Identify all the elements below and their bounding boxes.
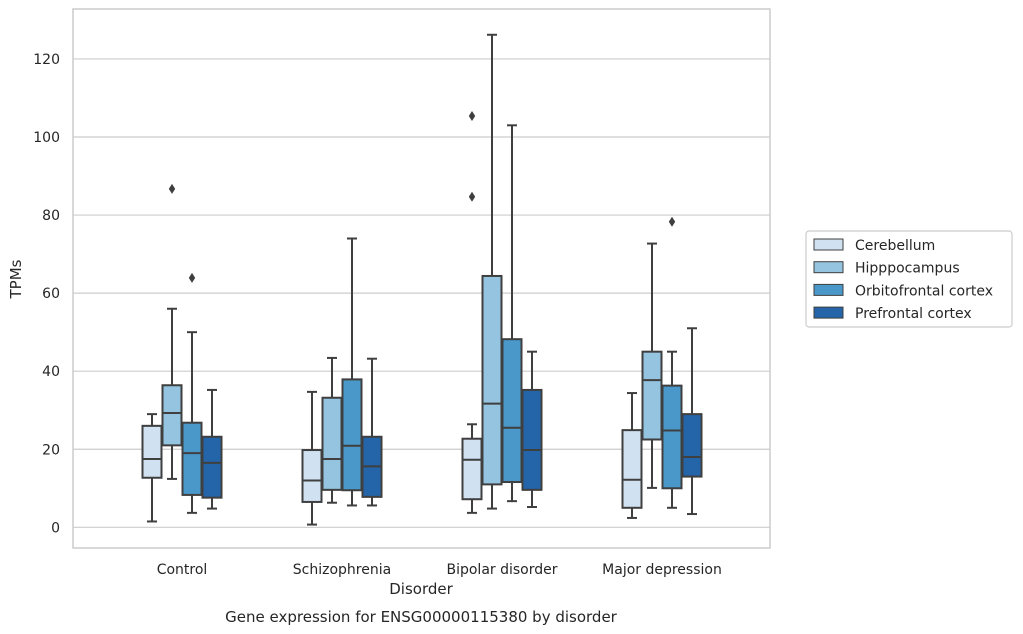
y-tick-label: 100	[33, 130, 60, 146]
y-tick-label: 120	[33, 52, 60, 68]
box-0-1	[161, 183, 183, 480]
box-body	[181, 421, 203, 496]
outlier-point	[468, 191, 476, 202]
box-2-2	[501, 124, 523, 503]
legend-label: Orbitofrontal cortex	[855, 283, 993, 299]
box-body	[161, 384, 183, 447]
box-2-0	[461, 110, 483, 514]
box-3-1	[641, 242, 663, 489]
box-0-3	[201, 388, 223, 510]
box-body	[521, 388, 543, 491]
legend-frame	[805, 230, 1013, 328]
box-1-0	[301, 390, 323, 526]
box-body	[341, 378, 363, 492]
box-3-2	[661, 216, 683, 509]
legend-label: Prefrontal cortex	[855, 306, 972, 322]
legend-label: Hipppocampus	[855, 261, 960, 277]
x-tick-label: Major depression	[602, 562, 722, 578]
box-0-0	[141, 413, 163, 523]
outlier-point	[168, 183, 176, 194]
box-body	[661, 384, 683, 490]
box-body	[141, 424, 163, 479]
box-body	[321, 396, 343, 491]
box-body	[501, 338, 523, 484]
plot-frame	[72, 8, 771, 549]
box-2-1	[481, 33, 503, 510]
outlier-point	[188, 272, 196, 283]
plot-area	[141, 33, 703, 526]
box-1-2	[341, 237, 363, 507]
box-body	[481, 274, 503, 486]
legend-label: Cerebellum	[855, 238, 935, 254]
x-tick-label: Schizophrenia	[293, 562, 391, 578]
box-1-3	[361, 357, 383, 507]
y-tick-label: 0	[51, 520, 60, 536]
y-tick-label: 40	[42, 364, 60, 380]
box-3-3	[681, 327, 703, 516]
x-tick-label: Bipolar disorder	[446, 562, 557, 578]
chart-caption: Gene expression for ENSG00000115380 by d…	[225, 608, 618, 626]
outlier-point	[668, 216, 676, 227]
y-tick-label: 60	[42, 286, 60, 302]
box-body	[621, 429, 643, 509]
box-body	[681, 413, 703, 478]
box-1-1	[321, 356, 343, 504]
legend-swatch	[813, 238, 844, 251]
box-3-0	[621, 392, 643, 519]
box-body	[201, 435, 223, 499]
box-body	[301, 449, 323, 503]
outlier-point	[468, 110, 476, 121]
y-axis-label: TPMs	[7, 259, 25, 299]
legend-swatch	[813, 261, 844, 274]
y-tick-label: 80	[42, 208, 60, 224]
axes: 0 20 40 60 80 100 120 Control Schizophrenia Bipol…	[33, 8, 771, 578]
legend[interactable]: Cerebellum Hipppocampus Orbitofrontal cort…	[805, 230, 1013, 328]
y-tick-label: 20	[42, 442, 60, 458]
box-0-2	[181, 272, 203, 514]
legend-swatch	[813, 306, 844, 319]
x-axis-label: Disorder	[389, 580, 453, 598]
x-tick-label: Control	[157, 562, 208, 578]
box-2-3	[521, 350, 543, 509]
box-body	[641, 350, 663, 441]
box-body	[461, 437, 483, 501]
legend-swatch	[813, 283, 844, 296]
